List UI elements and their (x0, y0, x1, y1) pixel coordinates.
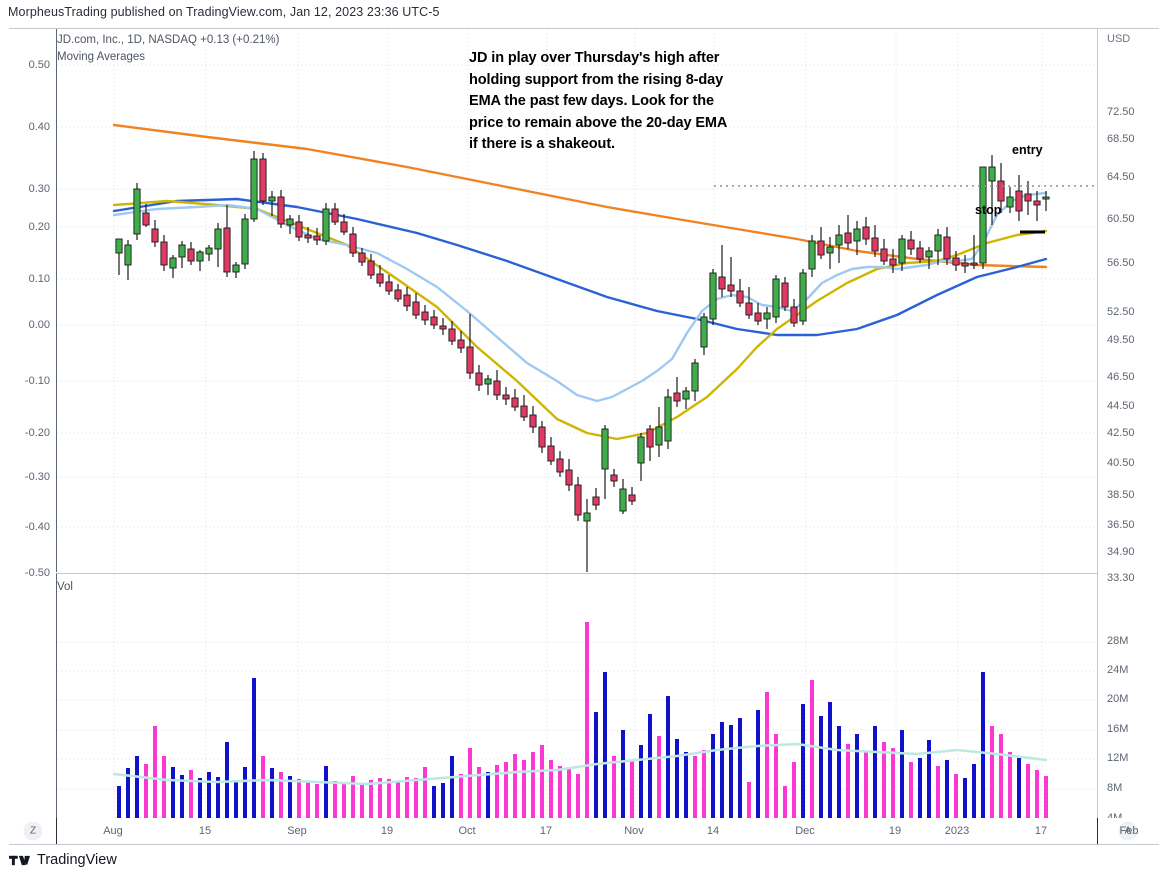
volume-plot (57, 574, 1098, 842)
time-axis-tick: Feb (1119, 825, 1139, 837)
stop-level-label: stop (975, 203, 1002, 217)
left-axis-tick: -0.20 (24, 427, 50, 439)
volume-axis-tick: 24M (1107, 664, 1129, 676)
right-axis-tick: 42.50 (1107, 427, 1135, 439)
left-axis-tick: -0.40 (24, 521, 50, 533)
right-axis-tick: 36.50 (1107, 519, 1135, 531)
entry-level-label: entry (1012, 143, 1043, 157)
right-axis-tick: 38.50 (1107, 489, 1135, 501)
tradingview-footer: TradingView (9, 852, 117, 868)
left-axis-tick: 0.00 (28, 319, 50, 331)
time-axis-tick: Nov (624, 825, 644, 837)
tradingview-logo-icon (9, 855, 30, 865)
left-axis-tick: -0.50 (24, 567, 50, 579)
right-axis-tick: 33.30 (1107, 572, 1135, 584)
chart-annotation-text: JD in play over Thursday's high after ho… (469, 50, 727, 152)
time-axis-tick: 19 (380, 825, 394, 837)
price-plot: EE (57, 29, 1098, 572)
right-axis-tick: 40.50 (1107, 457, 1135, 469)
time-axis-tick: 17 (539, 825, 553, 837)
left-axis-tick: 0.20 (28, 221, 50, 233)
price-pane[interactable]: EE (56, 29, 1098, 572)
right-axis-tick: 44.50 (1107, 400, 1135, 412)
publisher-line: MorpheusTrading published on TradingView… (8, 5, 440, 19)
right-axis-tick: 56.50 (1107, 257, 1135, 269)
time-axis-tick: 14 (706, 825, 720, 837)
right-axis-tick: 34.90 (1107, 546, 1135, 558)
tradingview-brand: TradingView (37, 852, 117, 868)
left-axis-tick: 0.40 (28, 121, 50, 133)
volume-axis-tick: 12M (1107, 752, 1129, 764)
left-axis-tick: 0.50 (28, 59, 50, 71)
time-axis-tick: 15 (198, 825, 212, 837)
right-axis-tick: 64.50 (1107, 171, 1135, 183)
left-axis-tick: 0.10 (28, 273, 50, 285)
currency-label: USD (1107, 33, 1131, 45)
time-axis-left-divider (56, 818, 57, 844)
time-axis-tick: Oct (458, 825, 476, 837)
time-axis-right-divider (1097, 818, 1098, 844)
time-axis-tick: 19 (888, 825, 902, 837)
chart-frame: 0.50 0.40 0.30 0.20 0.10 0.00 -0.10 -0.20 -0.30 -… (9, 28, 1159, 842)
zoom-out-button[interactable]: Z (23, 821, 43, 841)
right-price-axis[interactable]: USD 72.50 68.50 64.50 60.50 56.50 52.50 49.50 46… (1097, 29, 1159, 841)
left-axis-tick: -0.10 (24, 375, 50, 387)
volume-axis-tick: 16M (1107, 723, 1129, 735)
time-axis-tick: Dec (795, 825, 815, 837)
left-axis-tick: -0.30 (24, 471, 50, 483)
alert-button[interactable]: A (1118, 821, 1138, 841)
left-axis-tick: 0.30 (28, 183, 50, 195)
time-axis-tick: 17 (1034, 825, 1048, 837)
volume-axis-tick: 8M (1107, 782, 1123, 794)
time-axis-tick: Sep (287, 825, 307, 837)
right-axis-tick: 72.50 (1107, 106, 1135, 118)
right-axis-tick: 46.50 (1107, 371, 1135, 383)
right-axis-tick: 68.50 (1107, 133, 1135, 145)
right-axis-tick: 60.50 (1107, 213, 1135, 225)
time-axis-tick: Aug (103, 825, 123, 837)
time-axis[interactable]: Z A Aug 15 Sep 19 Oct 17 Nov 14 Dec 19 2023 17 Feb (9, 818, 1159, 845)
volume-axis-tick: 20M (1107, 693, 1129, 705)
time-axis-tick: 2023 (944, 825, 970, 837)
right-axis-tick: 52.50 (1107, 306, 1135, 318)
right-axis-tick: 49.50 (1107, 334, 1135, 346)
left-price-axis[interactable]: 0.50 0.40 0.30 0.20 0.10 0.00 -0.10 -0.20 -0.30 -… (9, 29, 56, 841)
volume-pane[interactable] (56, 573, 1098, 842)
volume-axis-tick: 28M (1107, 635, 1129, 647)
